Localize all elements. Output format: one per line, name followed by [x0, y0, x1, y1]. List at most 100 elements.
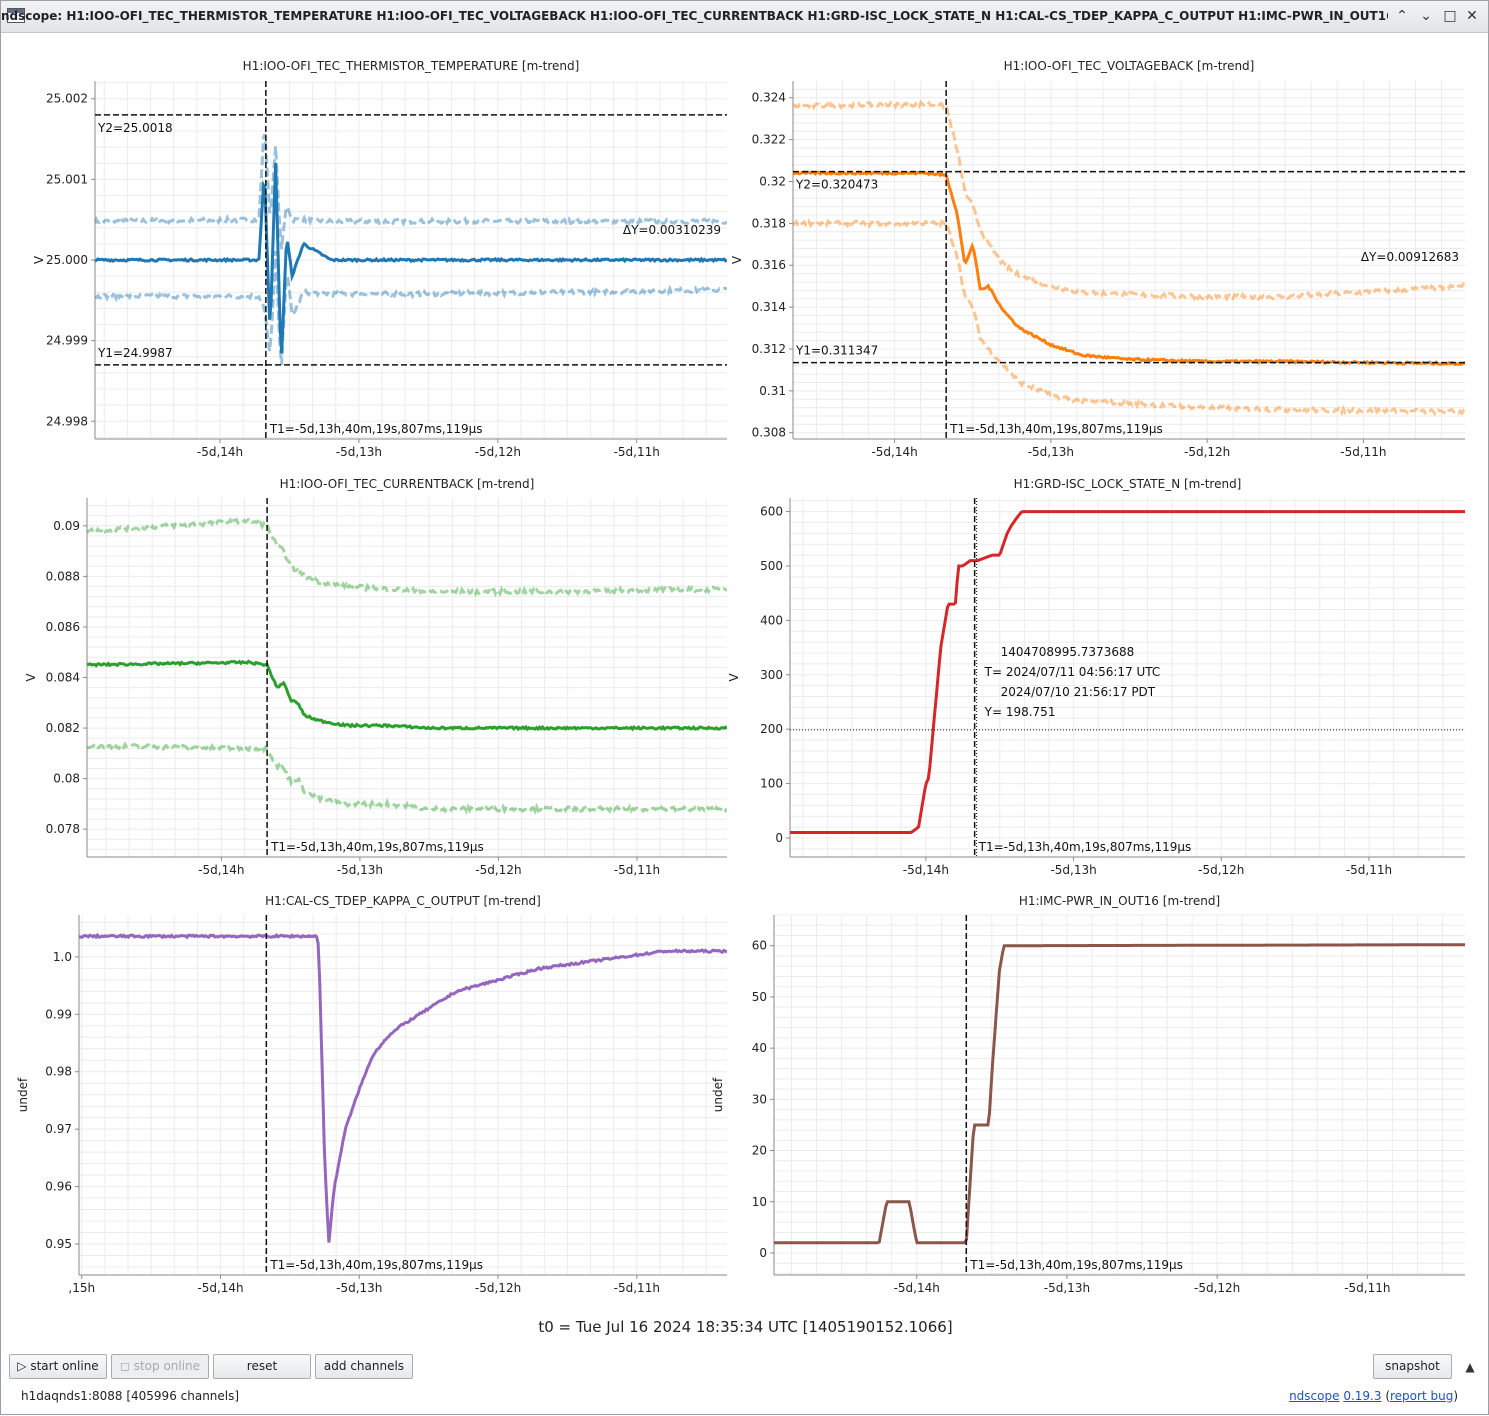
y-tick-label: 0.308: [752, 426, 786, 440]
y-tick-label: 0.324: [752, 91, 786, 105]
y-tick-label: 0.084: [46, 671, 80, 685]
x-tick-label: -5d,13h: [1028, 445, 1074, 459]
restore-icon[interactable]: ⌄: [1420, 8, 1432, 24]
y-axis-label: undef: [711, 1077, 725, 1112]
x-tick-label: -5d,12h: [1184, 445, 1230, 459]
x-tick-label: -5d,14h: [871, 445, 917, 459]
y-tick-label: 0.086: [46, 620, 80, 634]
series-max-line: [793, 99, 1465, 302]
y-tick-label: 0.98: [45, 1065, 72, 1079]
y1-cursor-label: Y1=24.9987: [97, 346, 173, 360]
y-tick-label: 60: [752, 939, 767, 953]
series-min-line: [87, 741, 727, 816]
plot-title-pwr: H1:IMC-PWR_IN_OUT16 [m-trend]: [1018, 894, 1221, 908]
x-tick-label: -5d,14h: [197, 1281, 243, 1295]
stop-online-button[interactable]: ◻ stop online: [111, 1354, 209, 1379]
title-bar[interactable]: ndscope: H1:IOO-OFI_TEC_THERMISTOR_TEMPE…: [1, 1, 1488, 33]
t0-label: t0 = Tue Jul 16 2024 18:35:34 UTC [14051…: [538, 1318, 953, 1336]
ndscope-link[interactable]: ndscope: [1289, 1389, 1340, 1403]
series-min-line: [793, 218, 1465, 417]
minimize-icon[interactable]: ⌃: [1396, 8, 1408, 24]
t1-cursor-label: T1=-5d,13h,40m,19s,807ms,119µs: [949, 422, 1163, 436]
t1-cursor-label: T1=-5d,13h,40m,19s,807ms,119µs: [269, 1258, 483, 1272]
plot-title-current: H1:IOO-OFI_TEC_CURRENTBACK [m-trend]: [279, 477, 535, 491]
y-tick-label: 0: [775, 831, 783, 845]
series-mean-line: [79, 932, 727, 1243]
y-axis-label: V: [32, 255, 46, 264]
plot-title-lock-state: H1:GRD-ISC_LOCK_STATE_N [m-trend]: [1013, 477, 1242, 491]
x-tick-label: -5d,12h: [475, 863, 521, 877]
plot-title-kappa: H1:CAL-CS_TDEP_KAPPA_C_OUTPUT [m-trend]: [265, 894, 541, 908]
plot-title-voltage: H1:IOO-OFI_TEC_VOLTAGEBACK [m-trend]: [1003, 59, 1255, 73]
y-tick-label: 400: [760, 613, 783, 627]
chart-voltage: 0.324 0.322 0.32 0.318 0.316 0.314 0.312 0.31 0.…: [730, 81, 1465, 459]
y-tick-label: 0.09: [53, 519, 80, 533]
x-tick-label: -5d,14h: [894, 1281, 940, 1295]
y-tick-label: 300: [760, 668, 783, 682]
y-tick-label: 0: [759, 1246, 767, 1260]
x-tick-label: -5d,12h: [1198, 863, 1244, 877]
add-channels-button[interactable]: add channels: [315, 1354, 413, 1379]
y-tick-label: 24.999: [46, 334, 88, 348]
y-tick-label: 0.99: [45, 1007, 72, 1021]
delta-y-label: ΔY=0.00912683: [1361, 250, 1459, 264]
t1-cursor-label: T1=-5d,13h,40m,19s,807ms,119µs: [969, 1258, 1183, 1272]
y-tick-label: 40: [752, 1041, 767, 1055]
y-tick-label: 0.314: [752, 300, 786, 314]
x-tick-label: ,15h: [68, 1281, 95, 1295]
y-tick-label: 25.000: [46, 253, 88, 267]
report-bug-link[interactable]: report bug: [1390, 1389, 1454, 1403]
crosshair-readout-line: 1404708995.7373688: [1001, 645, 1135, 659]
version-link[interactable]: 0.19.3: [1343, 1389, 1382, 1403]
server-status: h1daqnds1:8088 [405996 channels]: [21, 1389, 240, 1403]
y-tick-label: 0.322: [752, 133, 786, 147]
x-tick-label: -5d,13h: [336, 445, 382, 459]
series-mean-line: [790, 510, 1465, 834]
x-tick-label: -5d,13h: [1050, 863, 1096, 877]
window-title: ndscope: H1:IOO-OFI_TEC_THERMISTOR_TEMPE…: [1, 9, 1388, 23]
y2-cursor-label: Y2=25.0018: [97, 121, 173, 135]
y-tick-label: 0.088: [46, 569, 80, 583]
y-tick-label: 0.32: [759, 174, 786, 188]
x-tick-label: -5d,13h: [336, 1281, 382, 1295]
y-tick-label: 500: [760, 559, 783, 573]
y-tick-label: 10: [752, 1195, 767, 1209]
y-tick-label: 20: [752, 1144, 767, 1158]
x-tick-label: -5d,11h: [1344, 1281, 1390, 1295]
series-mean-line: [95, 162, 727, 354]
series-max-line: [95, 133, 727, 250]
x-tick-label: -5d,14h: [198, 863, 244, 877]
collapse-icon[interactable]: ▲: [1465, 1360, 1475, 1374]
maximize-icon[interactable]: □: [1443, 8, 1457, 24]
y-tick-label: 200: [760, 722, 783, 736]
y-tick-label: 600: [760, 505, 783, 519]
y-axis-label: V: [730, 255, 744, 264]
y-axis-label: undef: [16, 1077, 30, 1112]
close-icon[interactable]: ✕: [1466, 8, 1478, 24]
x-tick-label: -5d,11h: [614, 1281, 660, 1295]
snapshot-button[interactable]: snapshot: [1373, 1354, 1452, 1379]
crosshair-readout-line: Y= 198.751: [984, 705, 1056, 719]
y-axis-label: V: [727, 673, 741, 682]
x-tick-label: -5d,14h: [903, 863, 949, 877]
y-tick-label: 0.312: [752, 342, 786, 356]
app-icon: [7, 8, 25, 23]
crosshair-readout-line: T= 2024/07/11 04:56:17 UTC: [984, 665, 1161, 679]
y2-cursor-label: Y2=0.320473: [795, 178, 878, 192]
x-tick-label: -5d,13h: [337, 863, 383, 877]
series-min-line: [95, 250, 727, 366]
chart-kappa: 1.0 0.99 0.98 0.97 0.96 0.95 ,15h -5d,14h -5d,13…: [16, 915, 727, 1295]
x-tick-label: -5d,12h: [1194, 1281, 1240, 1295]
chart-pwr: 60 50 40 30 20 10 0 -5d,14h -5d,13h -5d,12h -5d,11…: [711, 914, 1465, 1295]
y-tick-label: 0.078: [46, 822, 80, 836]
delta-y-label: ΔY=0.00310239: [623, 223, 721, 237]
y-tick-label: 100: [760, 777, 783, 791]
reset-button[interactable]: reset: [213, 1354, 311, 1379]
y-tick-label: 0.96: [45, 1180, 72, 1194]
x-tick-label: -5d,11h: [1346, 863, 1392, 877]
y-tick-label: 0.97: [45, 1122, 72, 1136]
t1-cursor-label: T1=-5d,13h,40m,19s,807ms,119µs: [978, 840, 1192, 854]
start-online-button[interactable]: ▷ start online: [9, 1354, 107, 1379]
version-info: ndscope 0.19.3 (report bug): [1289, 1389, 1458, 1403]
